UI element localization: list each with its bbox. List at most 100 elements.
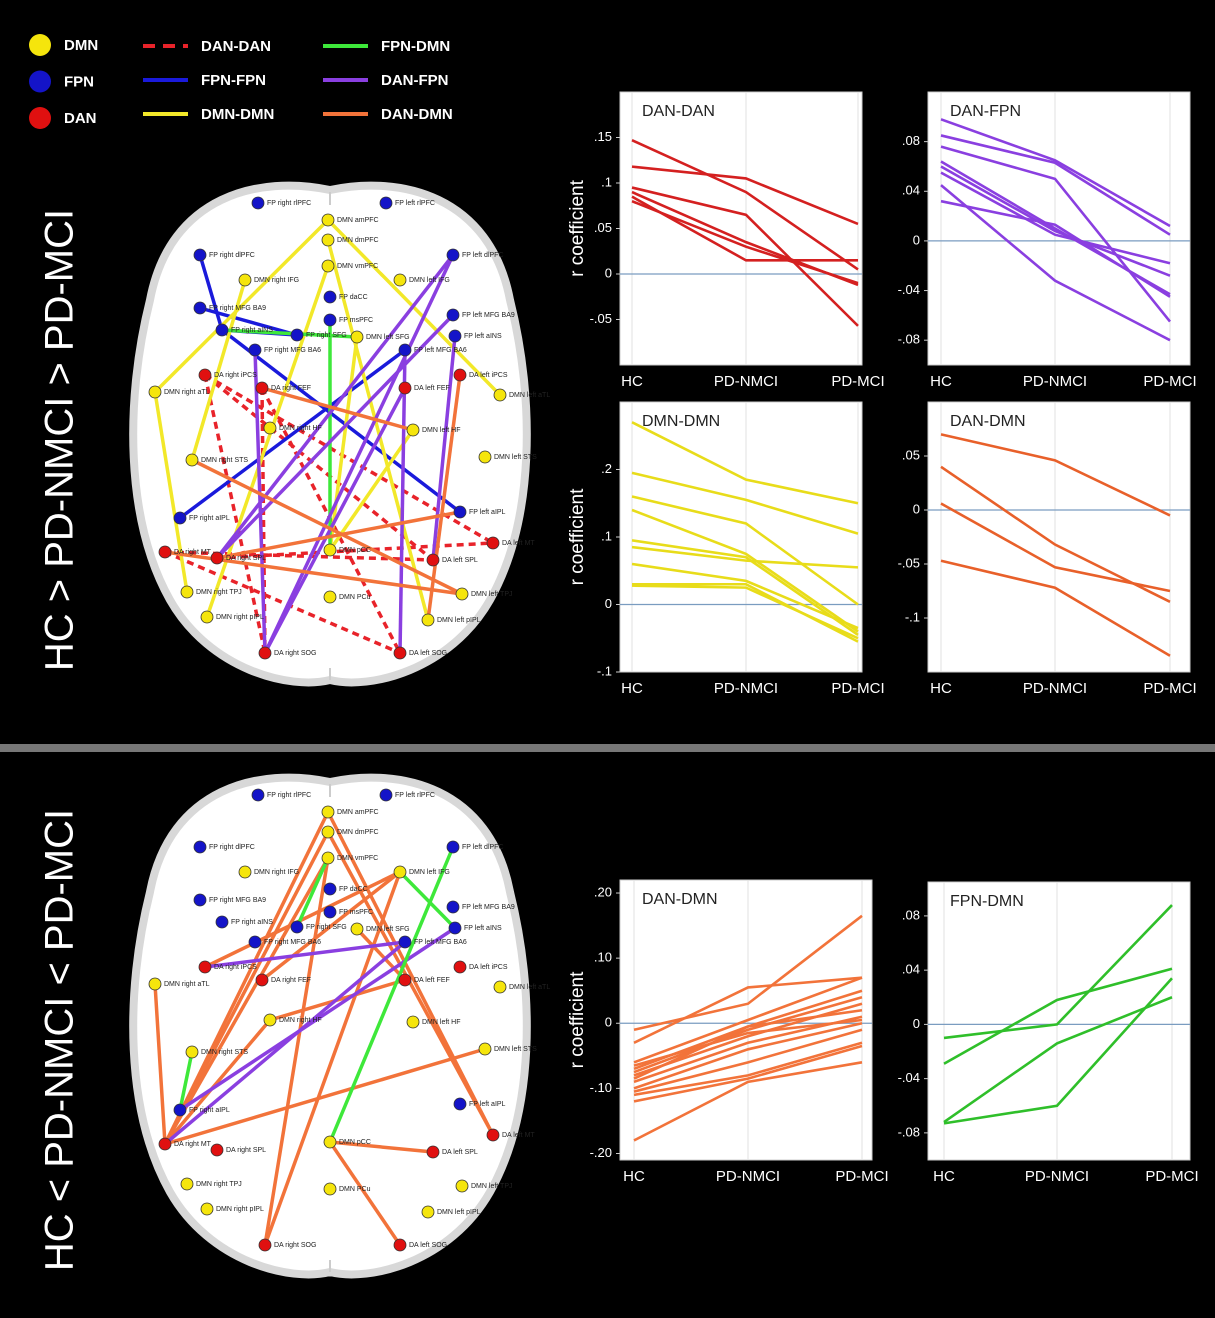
node-label: DMN right STS xyxy=(201,457,248,464)
node-label: DMN left STS xyxy=(494,1046,537,1053)
node-label: DMN PCu xyxy=(339,1186,371,1193)
brain-node xyxy=(256,382,268,394)
node-label: DMN left aTL xyxy=(509,392,550,399)
node-label: FP right MFG BA6 xyxy=(264,939,321,946)
brain-node xyxy=(380,197,392,209)
node-label: DA right iPCS xyxy=(214,372,257,379)
brain-node xyxy=(394,274,406,286)
brain-node xyxy=(322,260,334,272)
brain-node xyxy=(186,454,198,466)
brain-node xyxy=(159,1138,171,1150)
brain-node xyxy=(264,1014,276,1026)
node-label: DA right SPL xyxy=(226,1147,266,1154)
node-label: FP left dlPFC xyxy=(462,844,504,851)
brain-node xyxy=(394,1239,406,1251)
brain-node xyxy=(322,214,334,226)
brain-node xyxy=(256,974,268,986)
node-label: DMN dmPFC xyxy=(337,829,379,836)
node-label: FP right MFG BA9 xyxy=(209,897,266,904)
brain-node xyxy=(149,386,161,398)
brain-node xyxy=(199,369,211,381)
node-label: DMN vmPFC xyxy=(337,263,378,270)
node-label: DMN left SFG xyxy=(366,926,410,933)
y-tick-label: -.1 xyxy=(905,609,920,624)
y-tick-label: 0 xyxy=(913,232,920,247)
node-label: DMN left HF xyxy=(422,1019,461,1026)
brain-node xyxy=(194,249,206,261)
y-tick-label: -.08 xyxy=(898,332,920,347)
brain-node xyxy=(322,852,334,864)
node-label: DMN right pIPL xyxy=(216,614,264,621)
node-label: DMN left SFG xyxy=(366,334,410,341)
node-label: DA right MT xyxy=(174,1141,212,1148)
y-tick-label: .1 xyxy=(601,174,612,189)
brain-node xyxy=(211,1144,223,1156)
brain-node xyxy=(194,841,206,853)
brain-node xyxy=(181,586,193,598)
brain-node xyxy=(494,389,506,401)
node-label: DA left FEF xyxy=(414,385,450,392)
x-tick-label: HC xyxy=(621,680,643,697)
brain-node xyxy=(399,344,411,356)
node-label: FP left aIPL xyxy=(469,1101,506,1108)
y-tick-label: 0 xyxy=(605,265,612,280)
node-label: FP left MFG BA9 xyxy=(462,312,515,319)
brain-node xyxy=(194,894,206,906)
node-label: DMN right IFG xyxy=(254,869,299,876)
node-label: DMN amPFC xyxy=(337,217,379,224)
legend-node xyxy=(29,107,51,129)
x-tick-label: HC xyxy=(930,373,952,390)
brain-node xyxy=(454,506,466,518)
y-tick-label: .10 xyxy=(594,950,612,965)
x-tick-label: PD-MCI xyxy=(1143,680,1196,697)
node-label: DMN left TPJ xyxy=(471,1183,513,1190)
node-label: DMN left pIPL xyxy=(437,1209,481,1216)
plot-area xyxy=(928,402,1190,672)
legend-label: FPN-DMN xyxy=(381,38,450,55)
node-label: DA left SPL xyxy=(442,1149,478,1156)
node-label: FP right dlPFC xyxy=(209,844,255,851)
node-label: DA left SOG xyxy=(409,650,447,657)
chart-title: DAN-DAN xyxy=(642,103,715,120)
brain-node xyxy=(291,921,303,933)
brain-node xyxy=(394,866,406,878)
node-label: FP left aIPL xyxy=(469,509,506,516)
brain-node xyxy=(454,369,466,381)
x-tick-label: PD-MCI xyxy=(835,1168,888,1185)
brain-node xyxy=(494,981,506,993)
node-label: DMN amPFC xyxy=(337,809,379,816)
x-tick-label: PD-MCI xyxy=(1145,1168,1198,1185)
y-tick-label: .04 xyxy=(902,183,920,198)
node-label: DMN left IFG xyxy=(409,869,450,876)
node-label: FP right aINS xyxy=(231,919,273,926)
chart-title: FPN-DMN xyxy=(950,893,1024,910)
y-tick-label: -.05 xyxy=(590,311,612,326)
brain-node xyxy=(322,234,334,246)
brain-node xyxy=(174,512,186,524)
node-label: FP msPFC xyxy=(339,317,373,324)
node-label: FP msPFC xyxy=(339,909,373,916)
chart-title: DAN-DMN xyxy=(642,891,718,908)
legend-label: FPN-FPN xyxy=(201,72,266,89)
y-tick-label: -.04 xyxy=(898,282,920,297)
brain-node xyxy=(456,588,468,600)
node-label: DA left iPCS xyxy=(469,372,508,379)
brain-node xyxy=(487,1129,499,1141)
node-label: DMN pCC xyxy=(339,1139,371,1146)
node-label: DMN right TPJ xyxy=(196,1181,242,1188)
y-tick-label: .1 xyxy=(601,528,612,543)
y-tick-label: 0 xyxy=(605,596,612,611)
y-tick-label: .05 xyxy=(594,220,612,235)
chart-title: DMN-DMN xyxy=(642,413,720,430)
node-label: DA right SOG xyxy=(274,650,316,657)
node-label: DA right FEF xyxy=(271,977,311,984)
node-label: DA right SPL xyxy=(226,555,266,562)
brain-node xyxy=(324,906,336,918)
x-tick-label: PD-MCI xyxy=(831,373,884,390)
chart-title: DAN-FPN xyxy=(950,103,1021,120)
brain-node xyxy=(216,916,228,928)
node-label: DMN pCC xyxy=(339,547,371,554)
node-label: FP right aIPL xyxy=(189,515,230,522)
node-label: DA left FEF xyxy=(414,977,450,984)
brain-node xyxy=(264,422,276,434)
